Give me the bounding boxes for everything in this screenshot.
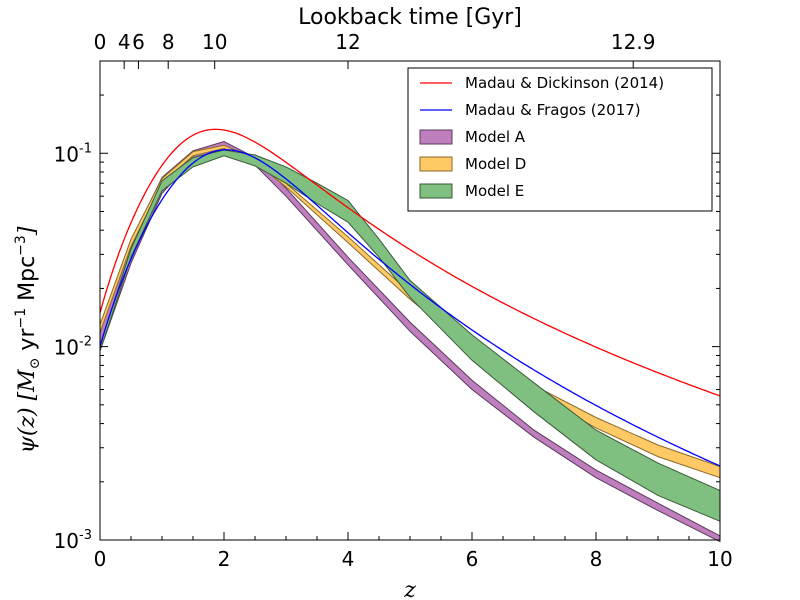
x-tick-label: 6: [466, 547, 479, 571]
y-tick-label-base: 10: [54, 336, 79, 360]
top-tick-label: 10: [202, 30, 227, 54]
top-axis-title: Lookback time [Gyr]: [298, 5, 522, 30]
y-tick-label-exp: -3: [79, 528, 92, 543]
legend-swatch-model-a: [419, 129, 453, 145]
y-tick-label-base: 10: [54, 142, 79, 166]
x-tick-label: 8: [590, 547, 603, 571]
legend-box: [407, 67, 713, 212]
y-axis-title-main: ψ(z) [M: [15, 369, 40, 454]
top-axis-ticks: 0 4 6 8 10 12 12.9: [94, 30, 656, 69]
legend: Madau & Dickinson (2014) Madau & Fragos …: [407, 67, 713, 212]
top-tick-label: 12.9: [611, 30, 656, 54]
x-tick-label: 4: [342, 547, 355, 571]
legend-label-model-e: Model E: [465, 182, 524, 200]
y-axis-ticks: 10-310-210-1: [54, 94, 720, 553]
top-tick-label: 6: [132, 30, 145, 54]
y-axis-title: ψ(z) [M⊙ yr−1 Mpc−3]: [13, 226, 43, 453]
y-axis-title-tail: yr: [15, 328, 40, 358]
top-tick-label: 8: [162, 30, 175, 54]
y-tick-label-exp: -2: [79, 335, 92, 350]
y-axis-title-exp2: −3: [13, 235, 29, 256]
x-axis-ticks: 0 2 4 6 8 10: [94, 532, 733, 571]
legend-swatch-model-e: [419, 183, 453, 199]
legend-label-model-d: Model D: [465, 155, 526, 173]
y-tick-label: 10-1: [54, 141, 92, 166]
line-madau-fragos: [99, 149, 721, 467]
legend-label-mf2017: Madau & Fragos (2017): [465, 101, 641, 119]
y-tick-label-exp: -1: [79, 141, 92, 156]
y-axis-title-sub: ⊙: [27, 358, 43, 370]
legend-label-model-a: Model A: [465, 128, 526, 146]
y-tick-label: 10-2: [54, 335, 92, 360]
y-axis-title-exp1: −1: [13, 308, 29, 329]
y-axis-title-close: ]: [15, 226, 40, 236]
y-tick-label-base: 10: [54, 529, 79, 553]
legend-swatch-model-d: [419, 156, 453, 172]
top-tick-label: 12: [335, 30, 360, 54]
top-tick-label: 4: [118, 30, 131, 54]
legend-label-md2014: Madau & Dickinson (2014): [465, 74, 664, 92]
x-tick-label: 10: [707, 547, 732, 571]
x-axis-title: z: [403, 578, 416, 600]
line-madau-dickinson: [99, 128, 721, 397]
y-axis-title-tail2: Mpc: [15, 256, 40, 308]
top-tick-label: 0: [94, 30, 107, 54]
x-tick-label: 0: [94, 547, 107, 571]
fit-lines: [99, 128, 721, 467]
x-tick-label: 2: [218, 547, 231, 571]
y-tick-label: 10-3: [54, 528, 92, 553]
